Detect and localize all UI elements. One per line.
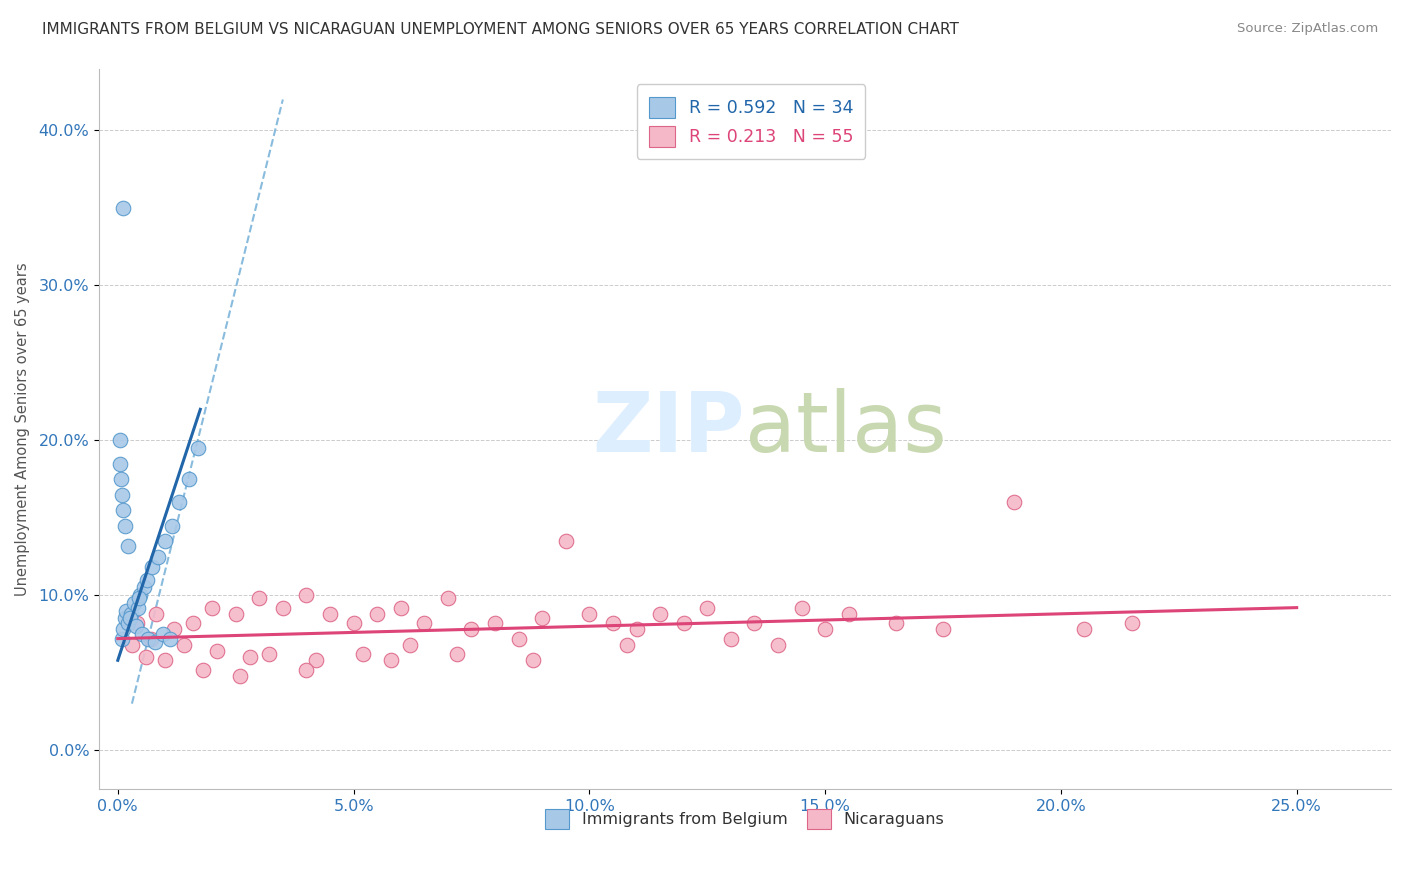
Point bbox=[141, 560, 163, 574]
Point bbox=[117, 616, 139, 631]
Point bbox=[814, 623, 837, 637]
Point bbox=[118, 611, 141, 625]
Point bbox=[305, 653, 328, 667]
Point bbox=[121, 638, 143, 652]
Point bbox=[437, 591, 460, 606]
Point bbox=[108, 457, 131, 471]
Point bbox=[177, 472, 200, 486]
Point bbox=[160, 518, 183, 533]
Point bbox=[110, 487, 132, 501]
Point bbox=[352, 647, 374, 661]
Point bbox=[131, 627, 153, 641]
Y-axis label: Unemployment Among Seniors over 65 years: Unemployment Among Seniors over 65 years bbox=[15, 262, 30, 596]
Point bbox=[110, 472, 132, 486]
Point bbox=[744, 616, 766, 631]
Point bbox=[672, 616, 695, 631]
Point bbox=[136, 573, 159, 587]
Point bbox=[838, 607, 860, 621]
Point bbox=[108, 434, 131, 448]
Point bbox=[696, 600, 718, 615]
Point bbox=[146, 549, 169, 564]
Point bbox=[766, 638, 789, 652]
Point bbox=[1121, 616, 1143, 631]
Point bbox=[484, 616, 506, 631]
Point bbox=[225, 607, 247, 621]
Point bbox=[205, 644, 228, 658]
Point bbox=[522, 653, 544, 667]
Point bbox=[460, 623, 482, 637]
Point bbox=[932, 623, 955, 637]
Point bbox=[114, 518, 136, 533]
Text: IMMIGRANTS FROM BELGIUM VS NICARAGUAN UNEMPLOYMENT AMONG SENIORS OVER 65 YEARS C: IMMIGRANTS FROM BELGIUM VS NICARAGUAN UN… bbox=[42, 22, 959, 37]
Point bbox=[125, 616, 148, 631]
Point bbox=[112, 623, 135, 637]
Text: atlas: atlas bbox=[745, 388, 946, 469]
Point bbox=[616, 638, 638, 652]
Point bbox=[145, 607, 167, 621]
Point bbox=[790, 600, 813, 615]
Point bbox=[115, 604, 138, 618]
Point bbox=[132, 581, 155, 595]
Point bbox=[163, 623, 186, 637]
Legend: Immigrants from Belgium, Nicaraguans: Immigrants from Belgium, Nicaraguans bbox=[538, 803, 950, 835]
Point bbox=[554, 534, 576, 549]
Point bbox=[139, 632, 162, 646]
Point bbox=[366, 607, 388, 621]
Point bbox=[129, 588, 152, 602]
Point bbox=[124, 596, 146, 610]
Point bbox=[187, 441, 209, 455]
Point bbox=[1002, 495, 1025, 509]
Point bbox=[508, 632, 530, 646]
Point bbox=[125, 619, 148, 633]
Point bbox=[1073, 623, 1095, 637]
Point bbox=[884, 616, 907, 631]
Point bbox=[446, 647, 468, 661]
Point bbox=[153, 653, 176, 667]
Point bbox=[153, 534, 176, 549]
Point bbox=[191, 663, 214, 677]
Point bbox=[114, 611, 136, 625]
Point bbox=[135, 650, 157, 665]
Point bbox=[120, 607, 142, 621]
Point bbox=[138, 632, 160, 646]
Point bbox=[143, 634, 166, 648]
Point bbox=[342, 616, 364, 631]
Text: Source: ZipAtlas.com: Source: ZipAtlas.com bbox=[1237, 22, 1378, 36]
Point bbox=[413, 616, 436, 631]
Point bbox=[648, 607, 671, 621]
Text: ZIP: ZIP bbox=[592, 388, 745, 469]
Point bbox=[720, 632, 742, 646]
Point bbox=[578, 607, 600, 621]
Point bbox=[319, 607, 342, 621]
Point bbox=[295, 588, 318, 602]
Point bbox=[112, 201, 135, 215]
Point bbox=[602, 616, 624, 631]
Point bbox=[295, 663, 318, 677]
Point bbox=[110, 632, 132, 646]
Point bbox=[271, 600, 294, 615]
Point bbox=[239, 650, 262, 665]
Point bbox=[111, 503, 134, 517]
Point bbox=[117, 539, 139, 553]
Point bbox=[152, 627, 174, 641]
Point bbox=[626, 623, 648, 637]
Point bbox=[399, 638, 422, 652]
Point bbox=[389, 600, 412, 615]
Point bbox=[127, 600, 149, 615]
Point bbox=[173, 638, 195, 652]
Point bbox=[128, 591, 150, 606]
Point bbox=[531, 611, 554, 625]
Point bbox=[167, 495, 190, 509]
Point bbox=[159, 632, 181, 646]
Point bbox=[380, 653, 402, 667]
Point bbox=[201, 600, 224, 615]
Point bbox=[247, 591, 270, 606]
Point bbox=[229, 669, 252, 683]
Point bbox=[181, 616, 204, 631]
Point bbox=[257, 647, 280, 661]
